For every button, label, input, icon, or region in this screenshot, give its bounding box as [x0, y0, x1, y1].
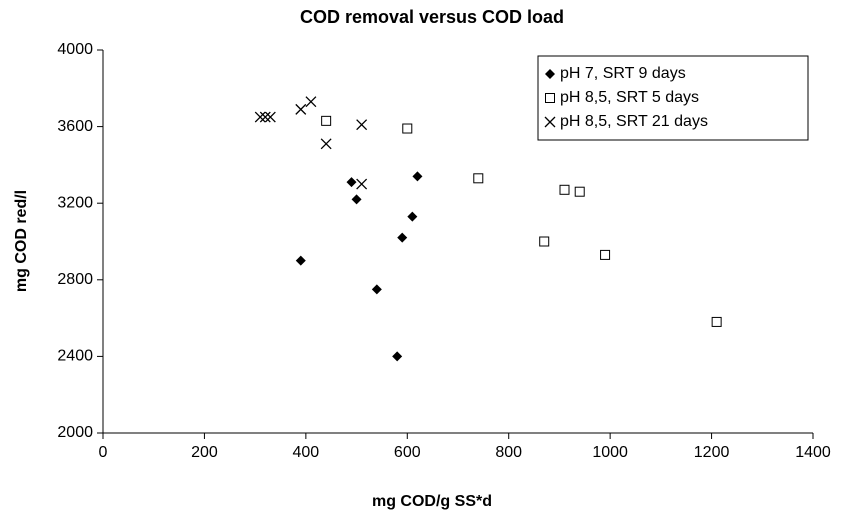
- y-tick-label: 2000: [57, 424, 93, 441]
- chart-title: COD removal versus COD load: [300, 7, 564, 27]
- point: [600, 249, 611, 260]
- point: [254, 111, 266, 123]
- point: [321, 115, 332, 126]
- y-tick-label: 2400: [57, 348, 93, 365]
- legend-box: [537, 55, 809, 141]
- point: [356, 178, 368, 190]
- point: [295, 103, 307, 115]
- x-tick-label: 400: [293, 444, 320, 461]
- point: [473, 173, 484, 184]
- point: [392, 351, 403, 362]
- point: [259, 111, 271, 123]
- x-tick-label: 1400: [795, 444, 831, 461]
- point: [371, 284, 382, 295]
- point: [412, 171, 423, 182]
- point: [356, 119, 368, 131]
- point: [407, 211, 418, 222]
- legend-marker: [545, 93, 555, 103]
- legend-label: pH 8,5, SRT 21 days: [560, 113, 708, 130]
- point: [305, 96, 317, 108]
- point: [402, 123, 413, 134]
- point: [397, 232, 408, 243]
- y-tick-label: 4000: [57, 41, 93, 58]
- point: [320, 138, 332, 150]
- y-tick-label: 2800: [57, 271, 93, 288]
- point: [711, 316, 722, 327]
- legend-marker: [544, 116, 556, 128]
- point: [559, 184, 570, 195]
- point: [351, 194, 362, 205]
- x-tick-label: 800: [495, 444, 522, 461]
- x-tick-label: 1200: [694, 444, 730, 461]
- x-tick-label: 200: [191, 444, 218, 461]
- point: [295, 255, 306, 266]
- x-tick-label: 0: [99, 444, 108, 461]
- y-tick-label: 3200: [57, 194, 93, 211]
- x-axis-label: mg COD/g SS*d: [372, 493, 492, 510]
- point: [346, 177, 357, 188]
- point: [574, 186, 585, 197]
- legend-label: pH 8,5, SRT 5 days: [560, 89, 699, 106]
- legend-marker: [545, 69, 555, 79]
- point: [539, 236, 550, 247]
- y-tick-label: 3600: [57, 118, 93, 135]
- legend-label: pH 7, SRT 9 days: [560, 65, 686, 82]
- y-axis-label: mg COD red/l: [13, 190, 30, 292]
- point: [264, 111, 276, 123]
- x-tick-label: 600: [394, 444, 421, 461]
- x-tick-label: 1000: [592, 444, 628, 461]
